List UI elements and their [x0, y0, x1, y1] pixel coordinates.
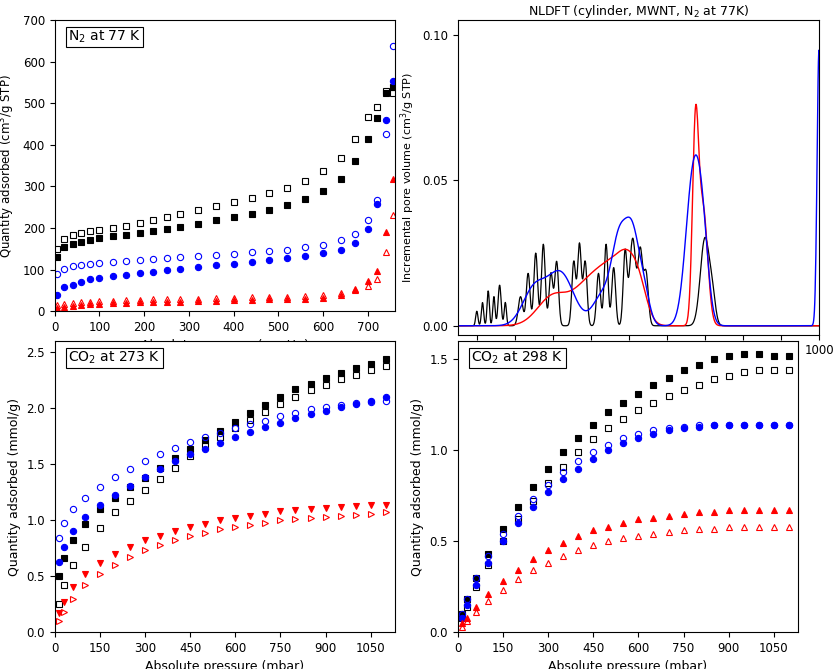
Y-axis label: Quantity adsorbed (mmol/g): Quantity adsorbed (mmol/g)	[8, 397, 21, 576]
X-axis label: Pore width (Angstroms): Pore width (Angstroms)	[565, 363, 711, 376]
Title: NLDFT (cylinder, MWNT, N$_2$ at 77K): NLDFT (cylinder, MWNT, N$_2$ at 77K)	[528, 3, 749, 19]
Y-axis label: Quantity adsorbed (cm$^3$/g STP): Quantity adsorbed (cm$^3$/g STP)	[0, 74, 17, 258]
Y-axis label: Incremental pore volume (cm$^3$/g STP): Incremental pore volume (cm$^3$/g STP)	[398, 72, 417, 283]
Text: CO$_2$ at 298 K: CO$_2$ at 298 K	[471, 350, 564, 367]
X-axis label: Absolute pressure (mbar): Absolute pressure (mbar)	[145, 660, 304, 669]
X-axis label: Absolute pressure (mmHg): Absolute pressure (mmHg)	[141, 339, 308, 353]
Text: CO$_2$ at 273 K: CO$_2$ at 273 K	[68, 350, 160, 367]
Y-axis label: Quantity adsorbed (mmol/g): Quantity adsorbed (mmol/g)	[411, 397, 424, 576]
Text: N$_2$ at 77 K: N$_2$ at 77 K	[68, 29, 141, 45]
X-axis label: Absolute pressure (mbar): Absolute pressure (mbar)	[549, 660, 707, 669]
